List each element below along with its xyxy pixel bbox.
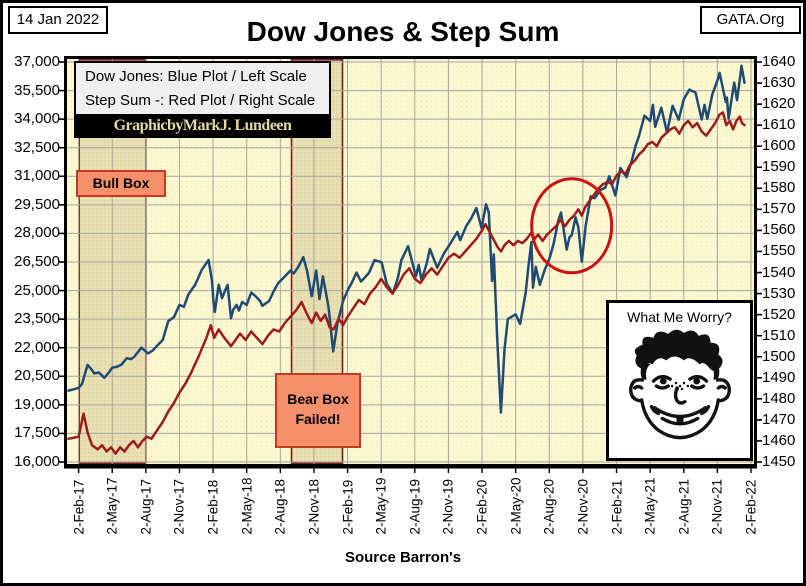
legend-entries: Dow Jones: Blue Plot / Left Scale Step S… [74,61,331,114]
legend-box: Dow Jones: Blue Plot / Left Scale Step S… [74,61,331,138]
x-axis-tick-label: 2-Aug-18 [272,478,288,535]
right-axis-tick-label: 1600 [762,137,796,155]
mad-face-illustration [628,329,731,440]
x-axis-tick-label: 2-Feb-19 [340,479,356,535]
right-axis-tick-label: 1490 [762,368,796,386]
left-axis-tick-label: 28,000 [14,224,60,242]
right-axis-tick-label: 1510 [762,326,796,344]
what-me-worry-box: What Me Worry? [606,300,753,461]
bear-box-line1: Bear Box [287,391,349,407]
x-axis-tick-label: 2-Feb-21 [609,479,625,535]
left-axis-tick-label: 23,500 [14,310,60,328]
left-axis-tick-label: 32,500 [14,138,60,156]
left-axis-tick-label: 29,500 [14,195,60,213]
worry-caption: What Me Worry? [627,309,732,325]
series-dow-jones [67,64,746,414]
credit-bar: GraphicbyMarkJ. Lundeen [74,114,331,138]
x-axis-tick-label: 2-May-21 [642,477,658,535]
right-axis-tick-label: 1620 [762,95,796,113]
date-badge: 14 Jan 2022 [8,6,108,34]
right-axis-tick-label: 1560 [762,221,796,239]
right-axis-tick-label: 1470 [762,410,796,428]
site-badge: GATA.Org [700,6,801,34]
x-axis-tick-label: 2-Nov-18 [306,478,322,535]
right-axis-tick-label: 1630 [762,74,796,92]
x-axis-tick-label: 2-Feb-17 [71,479,87,535]
right-axis-tick-label: 1580 [762,179,796,197]
right-axis-tick-label: 1550 [762,242,796,260]
left-axis-tick-label: 34,000 [14,110,60,128]
bull-box-label: Bull Box [76,170,166,197]
x-axis-tick-label: 2-Feb-20 [474,479,490,535]
right-axis-tick-label: 1530 [762,284,796,302]
x-axis-tick-label: 2-Nov-20 [575,478,591,535]
x-axis-tick-label: 2-Aug-17 [138,478,154,535]
page-title: Dow Jones & Step Sum [246,16,560,47]
left-axis-tick-label: 20,500 [14,367,60,385]
x-axis-tick-label: 2-Nov-19 [440,478,456,535]
x-axis-tick-label: 2-Nov-17 [171,478,187,535]
x-axis-tick-label: 2-Feb-18 [205,479,221,535]
left-axis-tick-label: 31,000 [14,167,60,185]
legend-entry-dow-jones: Dow Jones: Blue Plot / Left Scale [85,68,307,85]
left-axis-tick-label: 22,000 [14,338,60,356]
right-axis-tick-label: 1480 [762,389,796,407]
bear-box-failed-label: Bear Box Failed! [275,373,361,448]
left-axis-tick-label: 19,000 [14,395,60,413]
left-axis-tick-label: 25,000 [14,281,60,299]
bear-box-line2: Failed! [295,411,341,427]
x-axis-tick-label: 2-May-17 [104,477,120,535]
source-label: Source Barron's [344,549,462,566]
right-axis-tick-label: 1640 [762,53,796,70]
left-axis-tick-label: 37,000 [14,53,60,70]
left-axis-tick-label: 35,500 [14,81,60,99]
right-axis-tick-label: 1450 [762,453,796,470]
legend-entry-step-sum: Step Sum -: Red Plot / Right Scale [85,92,316,109]
x-axis-tick-label: 2-May-18 [239,477,255,535]
right-axis-tick-label: 1610 [762,116,796,134]
x-axis-tick-label: 2-Aug-19 [407,478,423,535]
right-axis-tick-label: 1520 [762,305,796,323]
x-axis-tick-label: 2-May-20 [508,477,524,535]
x-axis-tick-label: 2-Feb-22 [743,479,759,535]
right-axis-tick-label: 1590 [762,158,796,176]
x-axis-tick-label: 2-Aug-21 [676,478,692,535]
date-label: 14 Jan 2022 [16,11,100,28]
right-axis-tick-label: 1500 [762,347,796,365]
x-axis-tick-label: 2-Nov-21 [709,478,725,535]
site-label: GATA.Org [716,11,785,28]
x-axis-tick-label: 2-May-19 [373,477,389,535]
series-step-sum [67,111,746,455]
right-axis-tick-label: 1460 [762,431,796,449]
left-axis-tick-label: 26,500 [14,253,60,270]
left-axis-tick-label: 16,000 [14,453,60,470]
left-axis-tick-label: 17,500 [14,424,60,442]
right-axis-tick-label: 1570 [762,200,796,218]
ellipse-annotation [530,177,614,275]
x-axis-tick-label: 2-Aug-20 [541,478,557,535]
right-axis-tick-label: 1540 [762,263,796,281]
